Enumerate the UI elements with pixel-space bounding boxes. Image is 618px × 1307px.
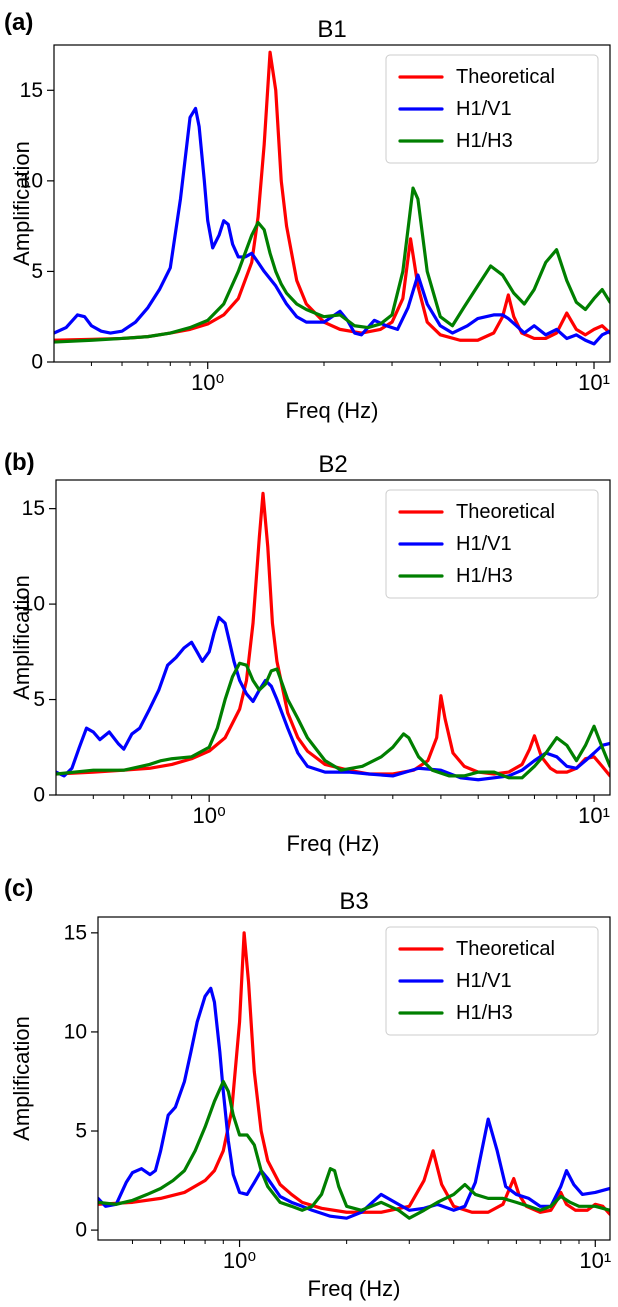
y-tick-label: 5 [33,688,45,711]
x-tick-label: 10¹ [578,370,610,395]
x-tick-label: 10⁰ [193,803,226,828]
x-axis-label: Freq (Hz) [287,831,380,856]
legend-entry: H1/V1 [456,533,512,555]
chart-panel-3: 10⁰ 10¹ 0 5 10 15 B3 (c) Freq (Hz) Amplification T… [4,875,611,1301]
chart-title: B3 [339,888,368,915]
plot-frame [53,44,611,363]
legend-entry: H1/V1 [456,98,512,120]
y-tick-label: 15 [22,497,45,520]
series-line-h1-h3 [56,661,610,780]
y-axis-label: Amplification [9,141,34,266]
panel-label: (c) [4,875,33,902]
chart-panel-2: 10⁰ 10¹ 0 5 10 15 B2 (b) Freq (Hz) Amplification T… [4,449,611,856]
plot-frame [55,479,611,796]
y-tick-label: 5 [31,260,43,283]
legend-entry: H1/H3 [456,130,513,152]
chart-panel-1: 10⁰ 10¹ 0 5 10 15 B1 (a) Freq (Hz) Amplification T… [4,9,611,423]
series-line-h1-v1 [56,615,610,782]
legend-entry: H1/V1 [456,970,512,992]
x-axis-label: Freq (Hz) [308,1276,401,1301]
panel-label: (b) [4,449,35,476]
y-axis-label: Amplification [9,575,34,700]
series-line-h1-h3 [54,186,610,344]
y-tick-label: 15 [64,921,87,944]
legend-entry: H1/H3 [456,1002,513,1024]
legend-entry: H1/H3 [456,565,513,587]
legend-entry: Theoretical [456,501,555,523]
y-tick-label: 10 [22,593,45,616]
y-tick-label: 0 [33,784,45,807]
legend-box [385,489,599,599]
chart-title: B2 [318,451,347,478]
series-line-h1-v1 [54,106,610,346]
y-tick-label: 10 [64,1020,87,1043]
y-tick-label: 5 [75,1120,87,1143]
chart-title: B1 [317,16,346,43]
y-tick-label: 10 [20,169,43,192]
legend-box [385,54,599,164]
x-tick-label: 10⁰ [191,370,224,395]
panel-label: (a) [4,9,33,36]
legend-entry: Theoretical [456,938,555,960]
legend-entry: Theoretical [456,66,555,88]
y-axis-label: Amplification [9,1016,34,1141]
x-tick-label: 10¹ [579,1248,611,1273]
series-line-h1-h3 [98,1079,610,1220]
legend-box [385,926,599,1036]
plot-frame [97,916,611,1241]
x-tick-label: 10¹ [578,803,610,828]
y-tick-label: 0 [75,1219,87,1242]
y-tick-label: 0 [31,351,43,374]
series-line-h1-v1 [98,986,610,1220]
series-line-theoretical [56,491,610,778]
x-axis-label: Freq (Hz) [286,398,379,423]
y-tick-label: 15 [20,79,43,102]
x-tick-label: 10⁰ [223,1248,256,1273]
